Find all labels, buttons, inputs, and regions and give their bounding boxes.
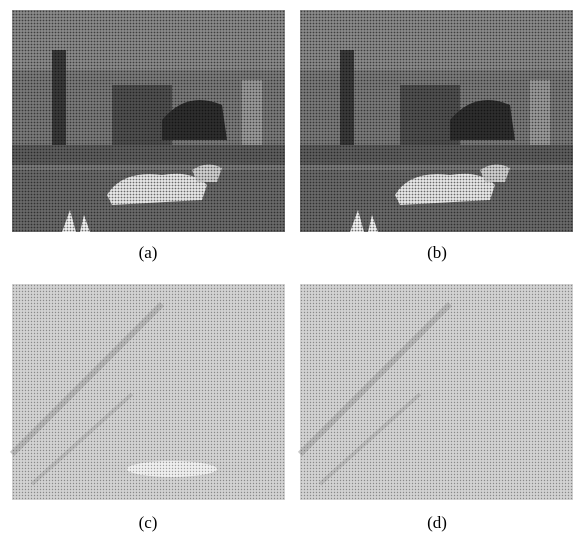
image-a [12, 10, 285, 232]
caption: (d) [427, 513, 447, 532]
figure: (a) (b) (c) (d) [0, 0, 573, 538]
caption: (b) [427, 243, 447, 262]
image-c [12, 284, 285, 500]
image-d [300, 284, 573, 500]
caption: (a) [139, 243, 158, 262]
caption: (c) [139, 513, 158, 532]
image-b [300, 10, 573, 232]
